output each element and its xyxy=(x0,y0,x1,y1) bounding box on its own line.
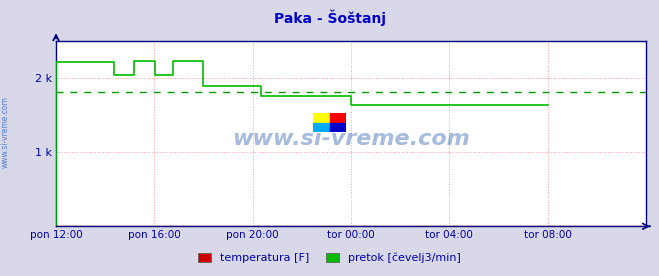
Bar xyxy=(330,113,346,123)
Bar xyxy=(313,123,330,132)
Bar xyxy=(330,123,346,132)
Text: Paka - Šoštanj: Paka - Šoštanj xyxy=(273,10,386,26)
Bar xyxy=(313,113,330,123)
Text: www.si-vreme.com: www.si-vreme.com xyxy=(1,97,10,168)
Legend: temperatura [F], pretok [čevelj3/min]: temperatura [F], pretok [čevelj3/min] xyxy=(194,248,465,268)
Text: www.si-vreme.com: www.si-vreme.com xyxy=(232,129,470,149)
